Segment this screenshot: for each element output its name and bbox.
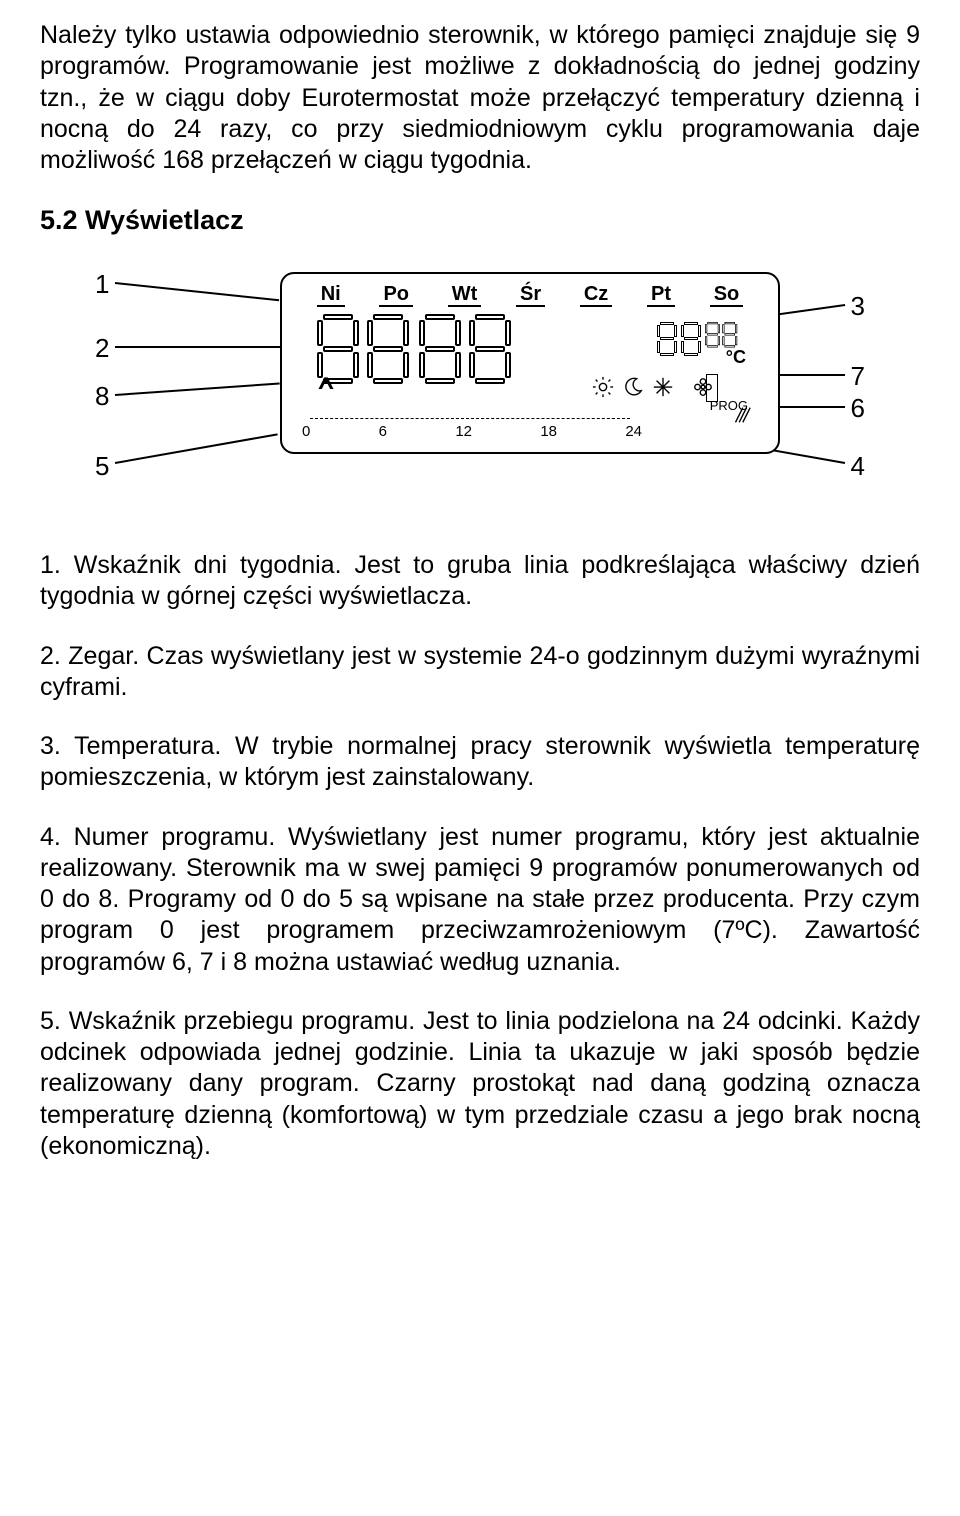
scale-numbers: 0 6 12 18 24 — [302, 423, 642, 442]
callout-8: 8 — [95, 380, 109, 413]
mode-icons — [592, 376, 714, 398]
item-1: 1. Wskaźnik dni tygodnia. Jest to gruba … — [40, 550, 920, 613]
day-so: So — [710, 284, 744, 307]
hand-icon — [316, 374, 336, 394]
day-sr: Śr — [516, 284, 545, 307]
callout-3: 3 — [851, 290, 865, 323]
day-row: Ni Po Wt Śr Cz Pt So — [282, 284, 778, 307]
snowflake-icon — [652, 376, 674, 398]
callout-5: 5 — [95, 450, 109, 483]
section-title: 5.2 Wyświetlacz — [40, 204, 920, 238]
sun-icon — [592, 376, 614, 398]
callout-7: 7 — [851, 360, 865, 393]
lcd-screen: Ni Po Wt Śr Cz Pt So ° — [280, 272, 780, 454]
radio-icon — [730, 404, 752, 426]
day-pt: Pt — [647, 284, 675, 307]
scale-18: 18 — [540, 423, 557, 442]
callout-4: 4 — [851, 450, 865, 483]
progress-bar — [310, 418, 630, 422]
item-5: 5. Wskaźnik przebiegu programu. Jest to … — [40, 1006, 920, 1162]
item-2: 2. Zegar. Czas wyświetlany jest w system… — [40, 641, 920, 704]
scale-0: 0 — [302, 423, 310, 442]
display-diagram: 1 2 8 5 3 7 6 4 Ni Po Wt Śr Cz Pt So — [40, 260, 920, 520]
degree-label: °C — [726, 346, 746, 369]
day-wt: Wt — [448, 284, 482, 307]
item-4: 4. Numer programu. Wyświetlany jest nume… — [40, 822, 920, 978]
item-3: 3. Temperatura. W trybie normalnej pracy… — [40, 731, 920, 794]
scale-24: 24 — [625, 423, 642, 442]
callout-6: 6 — [851, 392, 865, 425]
callout-1: 1 — [95, 268, 109, 301]
callout-2: 2 — [95, 332, 109, 365]
day-ni: Ni — [317, 284, 345, 307]
clock-digits — [317, 314, 511, 384]
day-po: Po — [379, 284, 413, 307]
scale-12: 12 — [455, 423, 472, 442]
moon-icon — [622, 376, 644, 398]
scale-6: 6 — [379, 423, 387, 442]
day-cz: Cz — [580, 284, 612, 307]
intro-paragraph: Należy tylko ustawia odpowiednio sterown… — [40, 20, 920, 176]
